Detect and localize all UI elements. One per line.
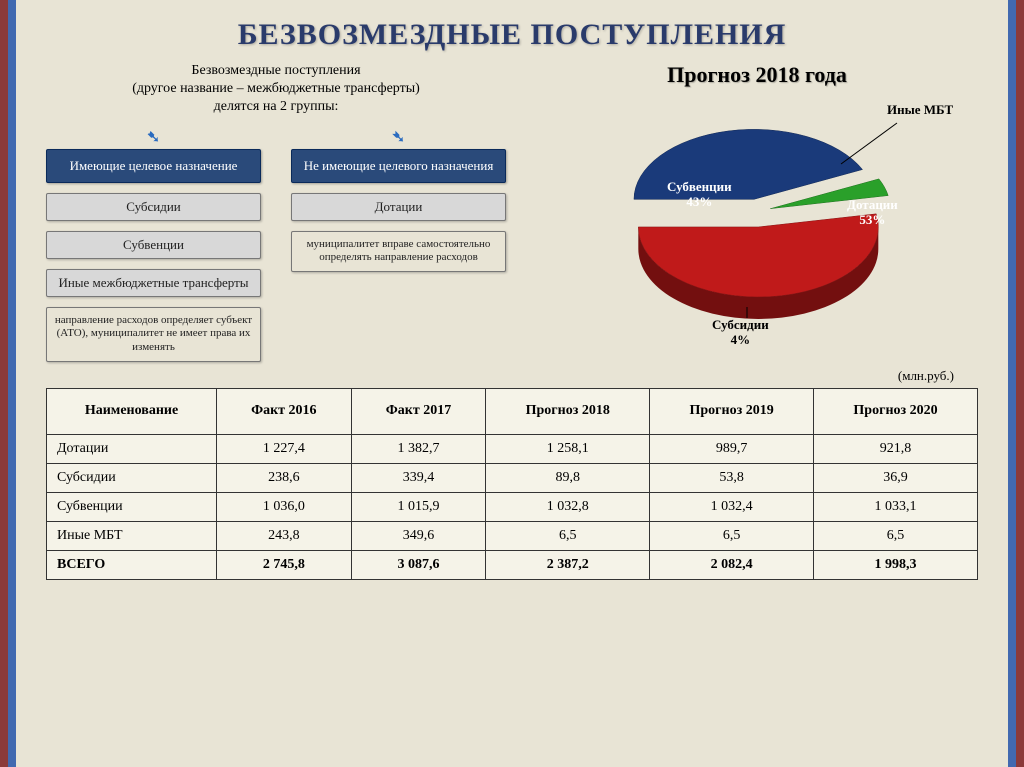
- group-b-header: Не имеющие целевого назначения: [291, 149, 506, 183]
- pie-slice-percent: 43%: [686, 194, 712, 209]
- pie-slice-percent: 53%: [859, 212, 885, 227]
- table-name-cell: Иные МБТ: [47, 521, 217, 550]
- pie-slice-label: Субвенции43%: [667, 180, 732, 210]
- table-row: Иные МБТ243,8349,66,56,56,5: [47, 521, 978, 550]
- group-b-note: муниципалитет вправе самостоятельно опре…: [291, 231, 506, 273]
- table-row: Дотации1 227,41 382,71 258,1989,7921,8: [47, 434, 978, 463]
- table-name-cell: Субвенции: [47, 492, 217, 521]
- table-value-cell: 89,8: [486, 463, 650, 492]
- border-right-red: [1016, 0, 1024, 767]
- pie-slice-name: Субвенции: [667, 180, 732, 195]
- pie-chart: Субвенции43% Субсидии4% Дотации53% Иные МБТ: [537, 98, 977, 348]
- group-a-item-2: Субвенции: [46, 231, 261, 259]
- table-value-cell: 989,7: [650, 434, 814, 463]
- table-value-cell: 1 033,1: [814, 492, 978, 521]
- data-table: НаименованиеФакт 2016Факт 2017Прогноз 20…: [46, 388, 978, 580]
- group-targeted: ➷ Имеющие целевое назначение Субсидии Су…: [46, 127, 261, 362]
- table-name-cell: Дотации: [47, 434, 217, 463]
- table-value-cell: 921,8: [814, 434, 978, 463]
- group-a-header: Имеющие целевое назначение: [46, 149, 261, 183]
- table-value-cell: 243,8: [217, 521, 352, 550]
- table-value-cell: 349,6: [351, 521, 486, 550]
- table-row: Субвенции1 036,01 015,91 032,81 032,41 0…: [47, 492, 978, 521]
- intro-line-3: делятся на 2 группы:: [46, 98, 506, 116]
- table-value-cell: 1 036,0: [217, 492, 352, 521]
- table-header-cell: Факт 2017: [351, 388, 486, 434]
- table-header-row: НаименованиеФакт 2016Факт 2017Прогноз 20…: [47, 388, 978, 434]
- pie-slice-label: Дотации53%: [847, 198, 898, 228]
- table-value-cell: 3 087,6: [351, 550, 486, 579]
- page-title: БЕЗВОЗМЕЗДНЫЕ ПОСТУПЛЕНИЯ: [46, 18, 978, 52]
- intro-line-2: (другое название – межбюджетные трансфер…: [46, 80, 506, 98]
- table-value-cell: 1 998,3: [814, 550, 978, 579]
- table-header-cell: Факт 2016: [217, 388, 352, 434]
- table-name-cell: ВСЕГО: [47, 550, 217, 579]
- table-header-cell: Прогноз 2019: [650, 388, 814, 434]
- table-value-cell: 6,5: [486, 521, 650, 550]
- pie-slice-label: Субсидии4%: [712, 318, 769, 348]
- pie-slice-name: Иные МБТ: [887, 103, 953, 118]
- group-a-item-3: Иные межбюджетные трансферты: [46, 269, 261, 297]
- units-label: (млн.руб.): [46, 368, 954, 384]
- border-left-blue: [8, 0, 16, 767]
- table-header-cell: Прогноз 2018: [486, 388, 650, 434]
- right-column: Прогноз 2018 года Субвенции43% Субсидии4%…: [536, 62, 978, 362]
- page-content: БЕЗВОЗМЕЗДНЫЕ ПОСТУПЛЕНИЯ Безвозмездные …: [16, 0, 1008, 767]
- left-column: Безвозмездные поступления (другое назван…: [46, 62, 506, 362]
- group-a-note: направление расходов определяет субъект …: [46, 307, 261, 362]
- pie-svg: [547, 103, 967, 343]
- arrow-down-icon: ➷: [46, 127, 261, 147]
- pie-slice-percent: 4%: [731, 332, 751, 347]
- arrow-down-icon: ➴: [291, 127, 506, 147]
- table-value-cell: 36,9: [814, 463, 978, 492]
- table-body: Дотации1 227,41 382,71 258,1989,7921,8Су…: [47, 434, 978, 579]
- pie-slice-label: Иные МБТ: [887, 103, 953, 118]
- border-right-blue: [1008, 0, 1016, 767]
- table-value-cell: 1 015,9: [351, 492, 486, 521]
- table-header-cell: Прогноз 2020: [814, 388, 978, 434]
- table-value-cell: 6,5: [814, 521, 978, 550]
- table-value-cell: 6,5: [650, 521, 814, 550]
- table-name-cell: Субсидии: [47, 463, 217, 492]
- table-value-cell: 1 227,4: [217, 434, 352, 463]
- table-value-cell: 1 032,4: [650, 492, 814, 521]
- group-a-item-1: Субсидии: [46, 193, 261, 221]
- group-b-item-1: Дотации: [291, 193, 506, 221]
- table-value-cell: 238,6: [217, 463, 352, 492]
- pie-slice-name: Дотации: [847, 198, 898, 213]
- table-header-cell: Наименование: [47, 388, 217, 434]
- pie-pointer-line: [841, 123, 897, 164]
- table-row: Субсидии238,6339,489,853,836,9: [47, 463, 978, 492]
- table-value-cell: 2 745,8: [217, 550, 352, 579]
- table-value-cell: 2 082,4: [650, 550, 814, 579]
- intro-text: Безвозмездные поступления (другое назван…: [46, 62, 506, 117]
- border-left-red: [0, 0, 8, 767]
- table-value-cell: 1 382,7: [351, 434, 486, 463]
- top-area: Безвозмездные поступления (другое назван…: [46, 62, 978, 362]
- table-total-row: ВСЕГО2 745,83 087,62 387,22 082,41 998,3: [47, 550, 978, 579]
- table-value-cell: 53,8: [650, 463, 814, 492]
- table-value-cell: 1 032,8: [486, 492, 650, 521]
- groups-row: ➷ Имеющие целевое назначение Субсидии Су…: [46, 127, 506, 362]
- table-value-cell: 1 258,1: [486, 434, 650, 463]
- table-value-cell: 339,4: [351, 463, 486, 492]
- pie-slice-name: Субсидии: [712, 318, 769, 333]
- table-value-cell: 2 387,2: [486, 550, 650, 579]
- forecast-title: Прогноз 2018 года: [536, 62, 978, 88]
- intro-line-1: Безвозмездные поступления: [46, 62, 506, 80]
- group-non-targeted: ➴ Не имеющие целевого назначения Дотации…: [291, 127, 506, 273]
